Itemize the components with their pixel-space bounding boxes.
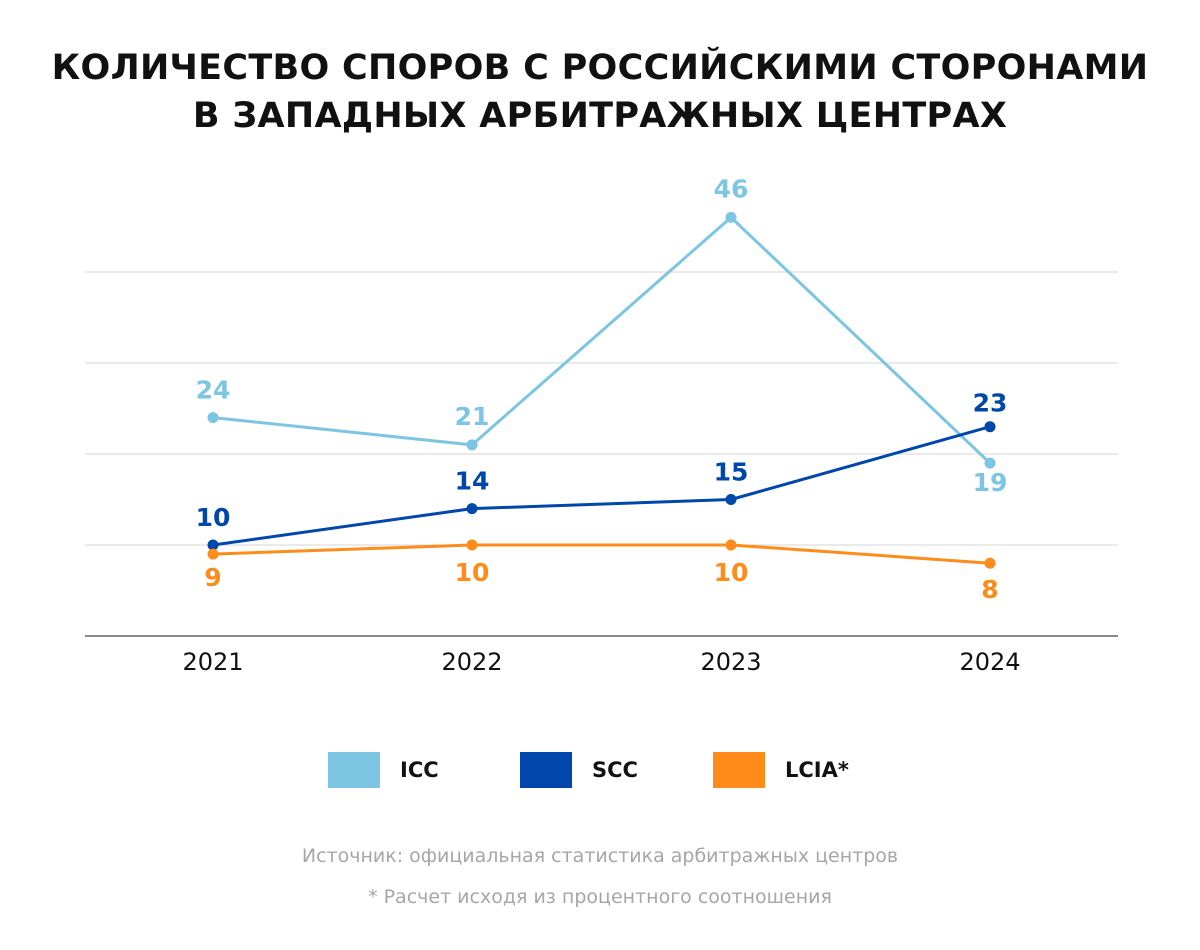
data-label-icc-2024: 19 (973, 468, 1008, 497)
data-label-lcia-2024: 8 (981, 575, 998, 604)
chart-title-line-1: КОЛИЧЕСТВО СПОРОВ С РОССИЙСКИМИ СТОРОНАМ… (51, 48, 1149, 88)
legend-swatch-lcia (713, 752, 765, 788)
x-tick-label-2021: 2021 (182, 648, 243, 676)
data-point-icc-2021 (207, 412, 219, 424)
data-label-scc-2023: 15 (714, 458, 749, 487)
legend-label-scc: SCC (592, 758, 638, 782)
data-point-scc-2023 (725, 494, 737, 505)
data-point-scc-2024 (984, 421, 996, 433)
data-label-lcia-2022: 10 (455, 558, 490, 587)
data-point-lcia-2022 (466, 539, 478, 551)
data-label-scc-2024: 23 (973, 389, 1008, 418)
series-line-icc (212, 215, 992, 465)
legend-item-lcia: LCIA* (713, 752, 849, 788)
x-tick-label-2022: 2022 (441, 648, 502, 676)
source-note: Источник: официальная статистика арбитра… (301, 845, 899, 867)
data-label-lcia-2023: 10 (714, 558, 749, 587)
x-tick-label-2023: 2023 (700, 648, 761, 676)
data-point-lcia-2021 (207, 548, 219, 560)
legend-swatch-scc (520, 752, 572, 788)
series-line-lcia (212, 543, 991, 565)
data-label-icc-2022: 21 (455, 402, 490, 431)
chart-legend: ICC SCC LCIA* (0, 752, 1200, 788)
chart-title: КОЛИЧЕСТВО СПОРОВ С РОССИЙСКИМИ СТОРОНАМ… (0, 44, 1200, 140)
legend-label-lcia: LCIA* (785, 758, 849, 782)
line-chart: 2021 2022 2023 2024 24 21 46 19 10 14 15 23 9 10 10 8 (85, 174, 1118, 676)
data-point-scc-2021 (207, 539, 219, 551)
series-line-scc (212, 425, 991, 547)
legend-item-scc: SCC (520, 752, 638, 788)
data-label-icc-2021: 24 (196, 376, 231, 405)
data-point-lcia-2023 (725, 539, 737, 551)
legend-item-icc: ICC (328, 752, 439, 788)
data-point-icc-2023 (725, 211, 737, 223)
chart-title-line-2: В ЗАПАДНЫХ АРБИТРАЖНЫХ ЦЕНТРАХ (192, 96, 1008, 136)
x-tick-label-2024: 2024 (959, 648, 1020, 676)
legend-label-icc: ICC (400, 758, 439, 782)
data-label-icc-2023: 46 (714, 174, 749, 203)
legend-swatch-icc (328, 752, 380, 788)
data-point-scc-2022 (466, 503, 478, 515)
data-point-lcia-2024 (984, 557, 996, 569)
data-label-scc-2022: 14 (455, 467, 490, 496)
data-label-scc-2021: 10 (196, 503, 231, 532)
data-label-lcia-2021: 9 (204, 563, 221, 592)
data-point-icc-2024 (984, 457, 996, 469)
footnote: * Расчет исходя из процентного соотношен… (368, 886, 832, 908)
data-point-icc-2022 (466, 439, 478, 451)
